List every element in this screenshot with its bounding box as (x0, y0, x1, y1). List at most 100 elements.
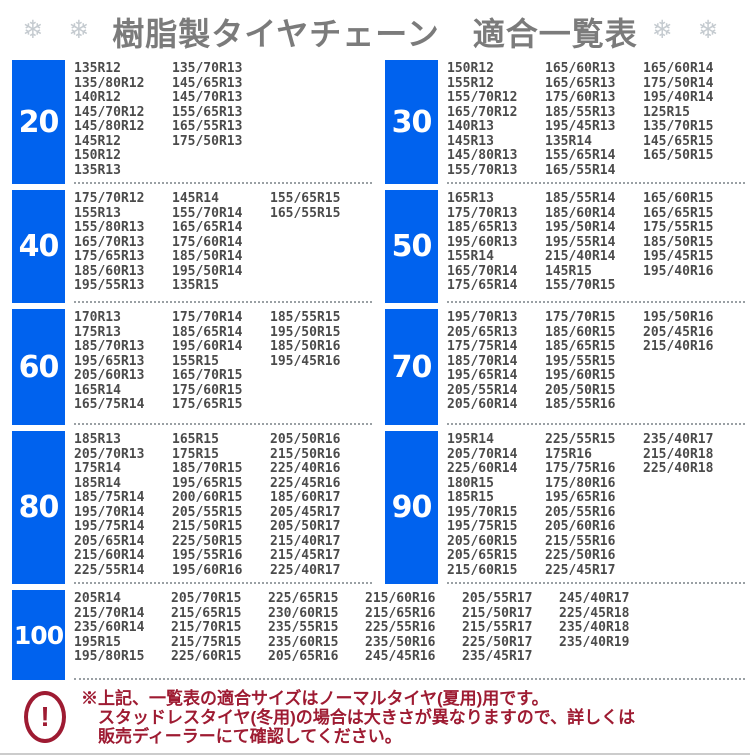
tire-size: 195R15 (74, 634, 121, 650)
tire-size: 205/50R17 (270, 519, 341, 534)
tire-size: 215/70R15 (171, 620, 242, 635)
tire-size: 185/60R17 (270, 490, 341, 505)
tire-size: 195/75R14 (74, 519, 145, 534)
tire-size: 195/60R15 (545, 368, 616, 383)
tire-size: 225/55R14 (74, 562, 145, 578)
tire-size: 165/55R13 (172, 119, 243, 134)
tire-size: 175/75R14 (447, 339, 518, 354)
tire-size-column: 135/70R13 145/65R13 145/70R13 155/65R13 165/… (172, 61, 270, 149)
tire-size: 150R12 (447, 61, 494, 76)
tire-size: 205/65R14 (74, 533, 145, 549)
tire-size: 145/65R15 (643, 133, 714, 149)
tire-size: 165R13 (447, 191, 494, 206)
tire-size: 205/55R17 (462, 591, 533, 606)
tire-size-column: 150R12 155R12 155/70R12 165/70R12 140R13 145R… (447, 61, 545, 178)
tire-size-column: 205R14 215/70R14 235/60R14 195R15 195/80R15 (74, 591, 171, 665)
tire-size: 205/50R15 (545, 382, 616, 398)
tire-size: 195/50R16 (643, 310, 714, 325)
tire-size-column: 195/70R13 205/65R13 175/75R14 185/70R14 195/… (447, 310, 545, 413)
tire-size: 175/50R13 (172, 133, 243, 149)
tire-size: 145R14 (172, 191, 219, 206)
tire-size: 145/70R12 (74, 104, 145, 120)
tire-size: 245/45R16 (365, 649, 436, 664)
tire-size: 175R13 (74, 324, 121, 340)
tire-size: 150R12 (74, 148, 121, 163)
tire-size-list: 185R13 205/70R13 175R14 185R14 185/75R14 195/… (74, 431, 372, 584)
tire-size: 185R13 (74, 432, 121, 447)
tire-size: 205/65R16 (268, 649, 339, 664)
tire-size: 235/45R17 (462, 649, 533, 664)
notice-footer: ! ※上記、一覧表の適合サイズはノーマルタイヤ(夏用)用です。 スタッドレスタイ… (24, 689, 750, 746)
tire-size: 170R13 (74, 310, 121, 325)
tire-size: 230/60R15 (268, 605, 339, 621)
tire-size: 195/70R13 (447, 310, 518, 325)
tire-size: 195/70R15 (447, 504, 518, 520)
tire-size: 235/50R16 (365, 634, 436, 650)
tire-size-column: 165/60R13 165/65R13 175/60R13 185/55R13 195/… (545, 61, 643, 178)
tire-size: 175/55R15 (643, 220, 714, 235)
tire-size: 175/70R13 (447, 205, 518, 221)
tire-size-list: 170R13 175R13 185/70R13 195/65R13 205/60R13 1… (74, 309, 372, 425)
tire-size: 165/55R15 (270, 205, 341, 221)
tire-size: 165/50R15 (643, 148, 714, 163)
tire-size: 205/60R14 (447, 397, 518, 412)
exclamation-icon: ! (24, 691, 66, 743)
tire-size-column: 170R13 175R13 185/70R13 195/65R13 205/60R13 1… (74, 310, 172, 413)
tire-size: 155/70R13 (447, 162, 518, 178)
tire-size: 225/60R15 (171, 649, 242, 664)
tire-size: 195/50R15 (270, 324, 341, 340)
tire-size: 165R14 (74, 382, 121, 398)
tire-size: 185/65R13 (447, 220, 518, 235)
tire-size: 145R15 (545, 263, 592, 279)
tire-size: 205/55R16 (545, 504, 616, 520)
tire-size: 215/40R14 (545, 249, 616, 264)
tire-size: 205/60R16 (545, 519, 616, 534)
tire-size-column: 135R12 135/80R12 140R12 145/70R12 145/80R12 1… (74, 61, 172, 178)
size-badge: 70 (385, 309, 438, 425)
tire-size-column: 205/50R16 215/50R16 225/40R16 225/45R16 185/… (270, 432, 368, 578)
size-section-40: 40 175/70R12 155R13 155/80R13 165/70R13 175/6… (12, 190, 372, 303)
size-badge: 60 (12, 309, 65, 425)
tire-size: 145/80R12 (74, 119, 145, 134)
tire-size: 195/60R14 (172, 339, 243, 354)
tire-size: 185/50R15 (643, 234, 714, 250)
tire-size: 195/40R16 (643, 263, 714, 279)
tire-size: 185/60R15 (545, 324, 616, 340)
tire-size: 175/65R13 (74, 249, 145, 264)
tire-size: 215/70R14 (74, 605, 145, 621)
tire-size: 185/55R16 (545, 397, 616, 412)
size-badge: 20 (12, 60, 65, 184)
tire-size: 135/70R15 (643, 119, 714, 134)
tire-size: 185/55R13 (545, 104, 616, 120)
tire-size: 225/40R16 (270, 461, 341, 476)
tire-size: 225/45R18 (559, 605, 630, 621)
page-title: 樹脂製タイヤチェーン 適合一覧表 (112, 16, 638, 52)
size-badge: 100 (12, 590, 65, 680)
tire-size: 155/65R13 (172, 104, 243, 120)
compatibility-table: 20 135R12 135/80R12 140R12 145/70R12 145/80R1… (0, 56, 750, 680)
size-section-20: 20 135R12 135/80R12 140R12 145/70R12 145/80R1… (12, 60, 372, 184)
size-section-80: 80 185R13 205/70R13 175R14 185R14 185/75R14 19… (12, 431, 372, 584)
notice-line: 販売ディーラーにて確認してください。 (98, 727, 402, 746)
tire-size: 225/45R17 (545, 562, 616, 578)
tire-size-column: 215/60R16 215/65R16 225/55R16 235/50R16 245/… (365, 591, 462, 665)
tire-size: 195/75R15 (447, 519, 518, 534)
tire-size: 195/55R15 (545, 353, 616, 369)
tire-size: 175/60R15 (172, 382, 243, 398)
tire-size: 225/60R14 (447, 461, 518, 476)
size-section-70: 70 195/70R13 205/65R13 175/75R14 185/70R14 19… (385, 309, 745, 425)
tire-size: 185/60R14 (545, 205, 616, 221)
tire-size-column: 195/50R16 205/45R16 215/40R16 (643, 310, 741, 355)
tire-size: 215/55R17 (462, 620, 533, 635)
tire-size: 195/65R14 (447, 368, 518, 383)
tire-size-column: 235/40R17 215/40R18 225/40R18 (643, 432, 741, 477)
tire-size: 195/60R16 (172, 562, 243, 578)
tire-size: 165R15 (172, 432, 219, 447)
tire-size: 155R13 (74, 205, 121, 221)
tire-size: 165/60R13 (545, 61, 616, 76)
tire-size: 165/65R13 (545, 75, 616, 91)
tire-size: 145/65R13 (172, 75, 243, 91)
tire-size: 175/70R14 (172, 310, 243, 325)
tire-size: 215/40R18 (643, 446, 714, 462)
tire-size-column: 165/60R14 175/50R14 195/40R14 125R15 135/70R… (643, 61, 741, 164)
